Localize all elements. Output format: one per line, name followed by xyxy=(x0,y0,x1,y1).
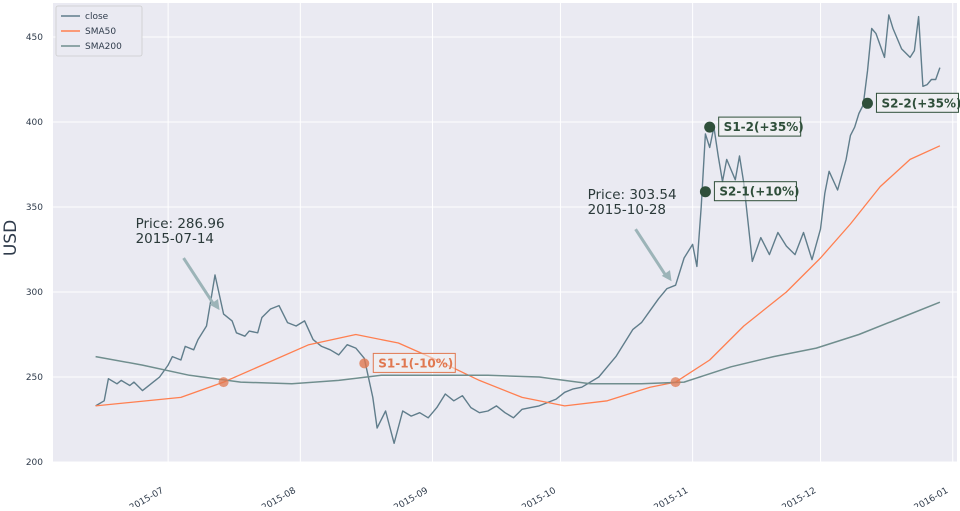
annotation-arrow xyxy=(182,257,215,305)
crossover-point xyxy=(218,377,229,388)
y-tick-label: 400 xyxy=(26,118,43,128)
signal-label-box xyxy=(718,116,802,137)
signal-label: S1-2(+35%) xyxy=(724,120,804,134)
y-tick-label: 350 xyxy=(26,203,43,213)
y-tick-label: 200 xyxy=(26,458,43,468)
signal-point xyxy=(359,358,370,369)
plot-background xyxy=(53,3,957,462)
y-tick-label: 300 xyxy=(26,288,43,298)
series xyxy=(95,14,941,444)
annotation-price: Price: 286.96 xyxy=(136,216,225,232)
annotation-date: 2015-07-14 xyxy=(136,231,214,247)
x-tick-label: 2015-10 xyxy=(520,486,558,507)
legend-label: SMA50 xyxy=(85,27,116,37)
grid xyxy=(53,3,957,463)
signal-label-box xyxy=(372,352,456,373)
series-line-sma200 xyxy=(95,301,941,385)
series-line-close xyxy=(95,14,941,444)
signal-label-box xyxy=(875,92,959,113)
y-axis-label: USD xyxy=(1,220,21,256)
annotation-date: 2015-10-28 xyxy=(588,202,666,218)
legend-box xyxy=(55,5,143,57)
series-line-sma50 xyxy=(95,145,941,407)
legend: close SMA50 SMA200 xyxy=(55,5,143,57)
annotation-arrowhead xyxy=(661,270,672,282)
annotation-price: Price: 303.54 xyxy=(588,187,677,203)
annotation-arrow xyxy=(634,228,667,277)
x-tick-label: 2016-01 xyxy=(913,486,951,507)
y-tick-label: 250 xyxy=(26,373,43,383)
annotation-arrowhead xyxy=(209,299,220,311)
signal-label: S2-1(+10%) xyxy=(719,185,799,199)
legend-label: SMA200 xyxy=(85,42,122,52)
signal-label-box xyxy=(713,181,797,202)
signal-point xyxy=(699,186,711,198)
y-tick-label: 450 xyxy=(26,33,43,43)
x-tick-label: 2015-11 xyxy=(653,486,691,507)
signal-label: S2-2(+35%) xyxy=(881,96,960,110)
signal-label: S1-1(-10%) xyxy=(378,356,453,370)
x-tick-label: 2015-07 xyxy=(128,486,166,507)
legend-label: close xyxy=(85,12,109,22)
x-tick-label: 2015-09 xyxy=(392,486,430,507)
crossover-point xyxy=(670,377,681,388)
signal-point xyxy=(704,121,716,133)
markers: S1-1(-10%) S1-2(+35%) S2-1(+10%) S2-2(+35%) xyxy=(218,92,960,388)
x-tick-label: 2015-12 xyxy=(780,486,818,507)
signal-point xyxy=(861,97,873,109)
x-tick-label: 2015-08 xyxy=(260,486,298,507)
